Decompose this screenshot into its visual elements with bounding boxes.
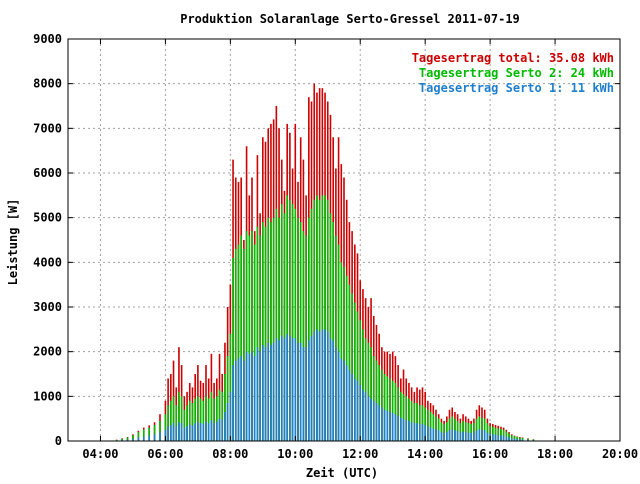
chart-title: Produktion Solaranlage Serto-Gressel 201… (180, 12, 520, 26)
y-tick-label: 7000 (33, 121, 62, 135)
y-tick-label: 5000 (33, 211, 62, 225)
x-tick-label: 04:00 (82, 447, 118, 461)
x-axis-label: Zeit (UTC) (306, 466, 378, 480)
y-tick-label: 3000 (33, 300, 62, 314)
legend-entry: Tagesertrag total: 35.08 kWh (412, 51, 614, 65)
y-tick-label: 9000 (33, 32, 62, 46)
x-tick-label: 06:00 (147, 447, 183, 461)
y-tick-label: 1000 (33, 389, 62, 403)
y-tick-label: 8000 (33, 77, 62, 91)
legend-entry: Tagesertrag Serto 2: 24 kWh (419, 66, 614, 80)
x-tick-label: 18:00 (537, 447, 573, 461)
x-tick-label: 08:00 (212, 447, 248, 461)
y-tick-label: 4000 (33, 255, 62, 269)
series-3-bars (115, 329, 535, 441)
y-axis-label: Leistung [W] (6, 199, 20, 286)
y-tick-label: 0 (55, 434, 62, 448)
x-tick-label: 10:00 (277, 447, 313, 461)
x-tick-label: 14:00 (407, 447, 443, 461)
legend-entry: Tagesertrag Serto 1: 11 kWh (419, 81, 614, 95)
legend: Tagesertrag total: 35.08 kWhTagesertrag … (412, 51, 614, 95)
x-tick-label: 16:00 (472, 447, 508, 461)
x-tick-label: 20:00 (602, 447, 638, 461)
plot-frame (67, 38, 621, 442)
x-tick-label: 12:00 (342, 447, 378, 461)
tick-labels: 04:00 06:00 08:00 10:00 12:00 14:00 16:00 18:00… (33, 32, 638, 461)
bars-layer (115, 83, 535, 441)
y-tick-label: 2000 (33, 345, 62, 359)
y-tick-label: 6000 (33, 166, 62, 180)
